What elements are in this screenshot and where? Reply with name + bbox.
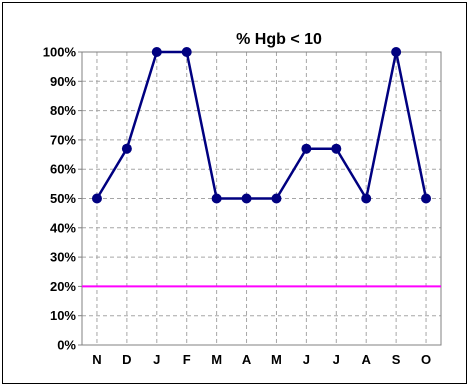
data-point [211,193,222,204]
y-tick-label: 0% [57,338,76,353]
data-point [361,193,372,204]
y-axis-ticks: 0% 10% 20% 30% 40% 50% 60% 70% 80% 90% 100% [43,45,82,353]
x-tick-label: F [183,352,191,367]
x-tick-label: A [362,352,372,367]
data-point [301,143,312,154]
x-tick-label: M [271,352,282,367]
data-point [421,193,432,204]
y-tick-label: 20% [50,279,76,294]
series-line [95,50,428,202]
x-tick-label: J [333,352,340,367]
data-point [91,193,102,204]
x-tick-label: N [92,352,101,367]
data-point [151,47,162,57]
x-tick-label: A [242,352,252,367]
data-point [271,193,282,204]
y-tick-label: 60% [50,162,76,177]
y-tick-label: 80% [50,103,76,118]
y-tick-label: 70% [50,132,76,147]
x-tick-label: D [122,352,131,367]
x-tick-label: S [392,352,401,367]
y-tick-label: 90% [50,74,76,89]
y-tick-label: 100% [43,45,77,60]
y-tick-label: 30% [50,250,76,265]
data-point [241,193,252,204]
x-tick-label: O [421,352,431,367]
chart-frame [2,2,467,384]
y-tick-label: 10% [50,308,76,323]
x-tick-label: J [303,352,310,367]
chart-title: % Hgb < 10 [236,31,322,48]
data-point [121,143,132,154]
x-tick-label: M [211,352,222,367]
data-point [391,47,402,57]
y-tick-label: 50% [50,191,76,206]
data-point [331,143,342,154]
series-group [91,47,432,204]
y-tick-label: 40% [50,220,76,235]
x-tick-label: J [153,352,160,367]
data-point [181,47,192,57]
